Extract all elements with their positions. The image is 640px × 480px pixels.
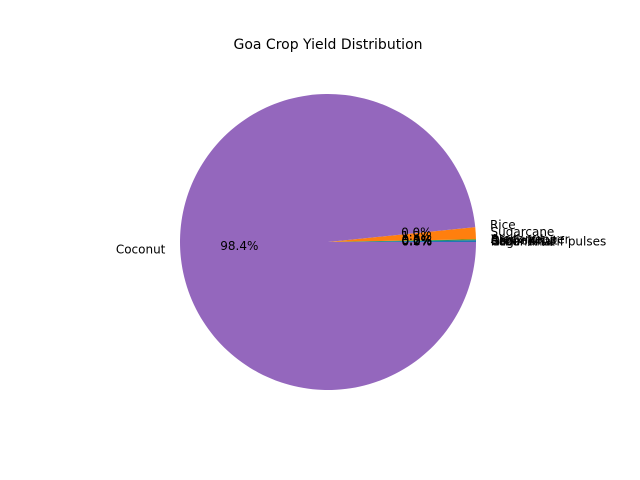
slice-pct-groundnut: 0.0% <box>402 235 433 249</box>
slice-label-arecanut: Arecanut <box>491 232 545 246</box>
slice-label-other-kharif-pulses: Other Kharif pulses <box>491 235 606 249</box>
slice-pct-rice: 0.0% <box>401 226 432 240</box>
slice-pct-sugarcane: 1.3% <box>401 229 432 243</box>
pie-slice-arecanut <box>328 239 476 242</box>
pie-slices <box>179 94 476 391</box>
slice-pct-other-kharif-pulses: 0.0% <box>402 235 433 249</box>
pie-labels: Cashewnut 0.2% Black pepper 0.0% Arecanut 0.1… <box>116 218 606 257</box>
slice-label-groundnut: Groundnut <box>491 235 555 249</box>
slice-label-rice: Rice <box>490 218 516 232</box>
slice-label-cashewnut: Cashewnut <box>491 233 558 247</box>
slice-pct-arecanut: 0.1% <box>402 233 433 247</box>
pie-slice-sugarcane <box>328 227 476 242</box>
slice-pct-cashewnut: 0.2% <box>402 234 433 248</box>
chart-title: Goa Crop Yield Distribution <box>233 37 422 53</box>
slice-pct-coconut: 98.4% <box>220 239 258 253</box>
pie-slice-coconut <box>179 94 476 391</box>
slice-pct-black-pepper: 0.0% <box>402 233 433 247</box>
slice-label-black-pepper: Black pepper <box>491 232 570 246</box>
slice-label-coconut: Coconut <box>116 243 166 257</box>
slice-label-ragi: Ragi <box>491 235 517 249</box>
pie-slice-cashewnut <box>328 240 476 242</box>
slice-label-sugarcane: Sugarcane <box>491 225 555 239</box>
slice-pct-ragi: 0.0% <box>402 235 433 249</box>
